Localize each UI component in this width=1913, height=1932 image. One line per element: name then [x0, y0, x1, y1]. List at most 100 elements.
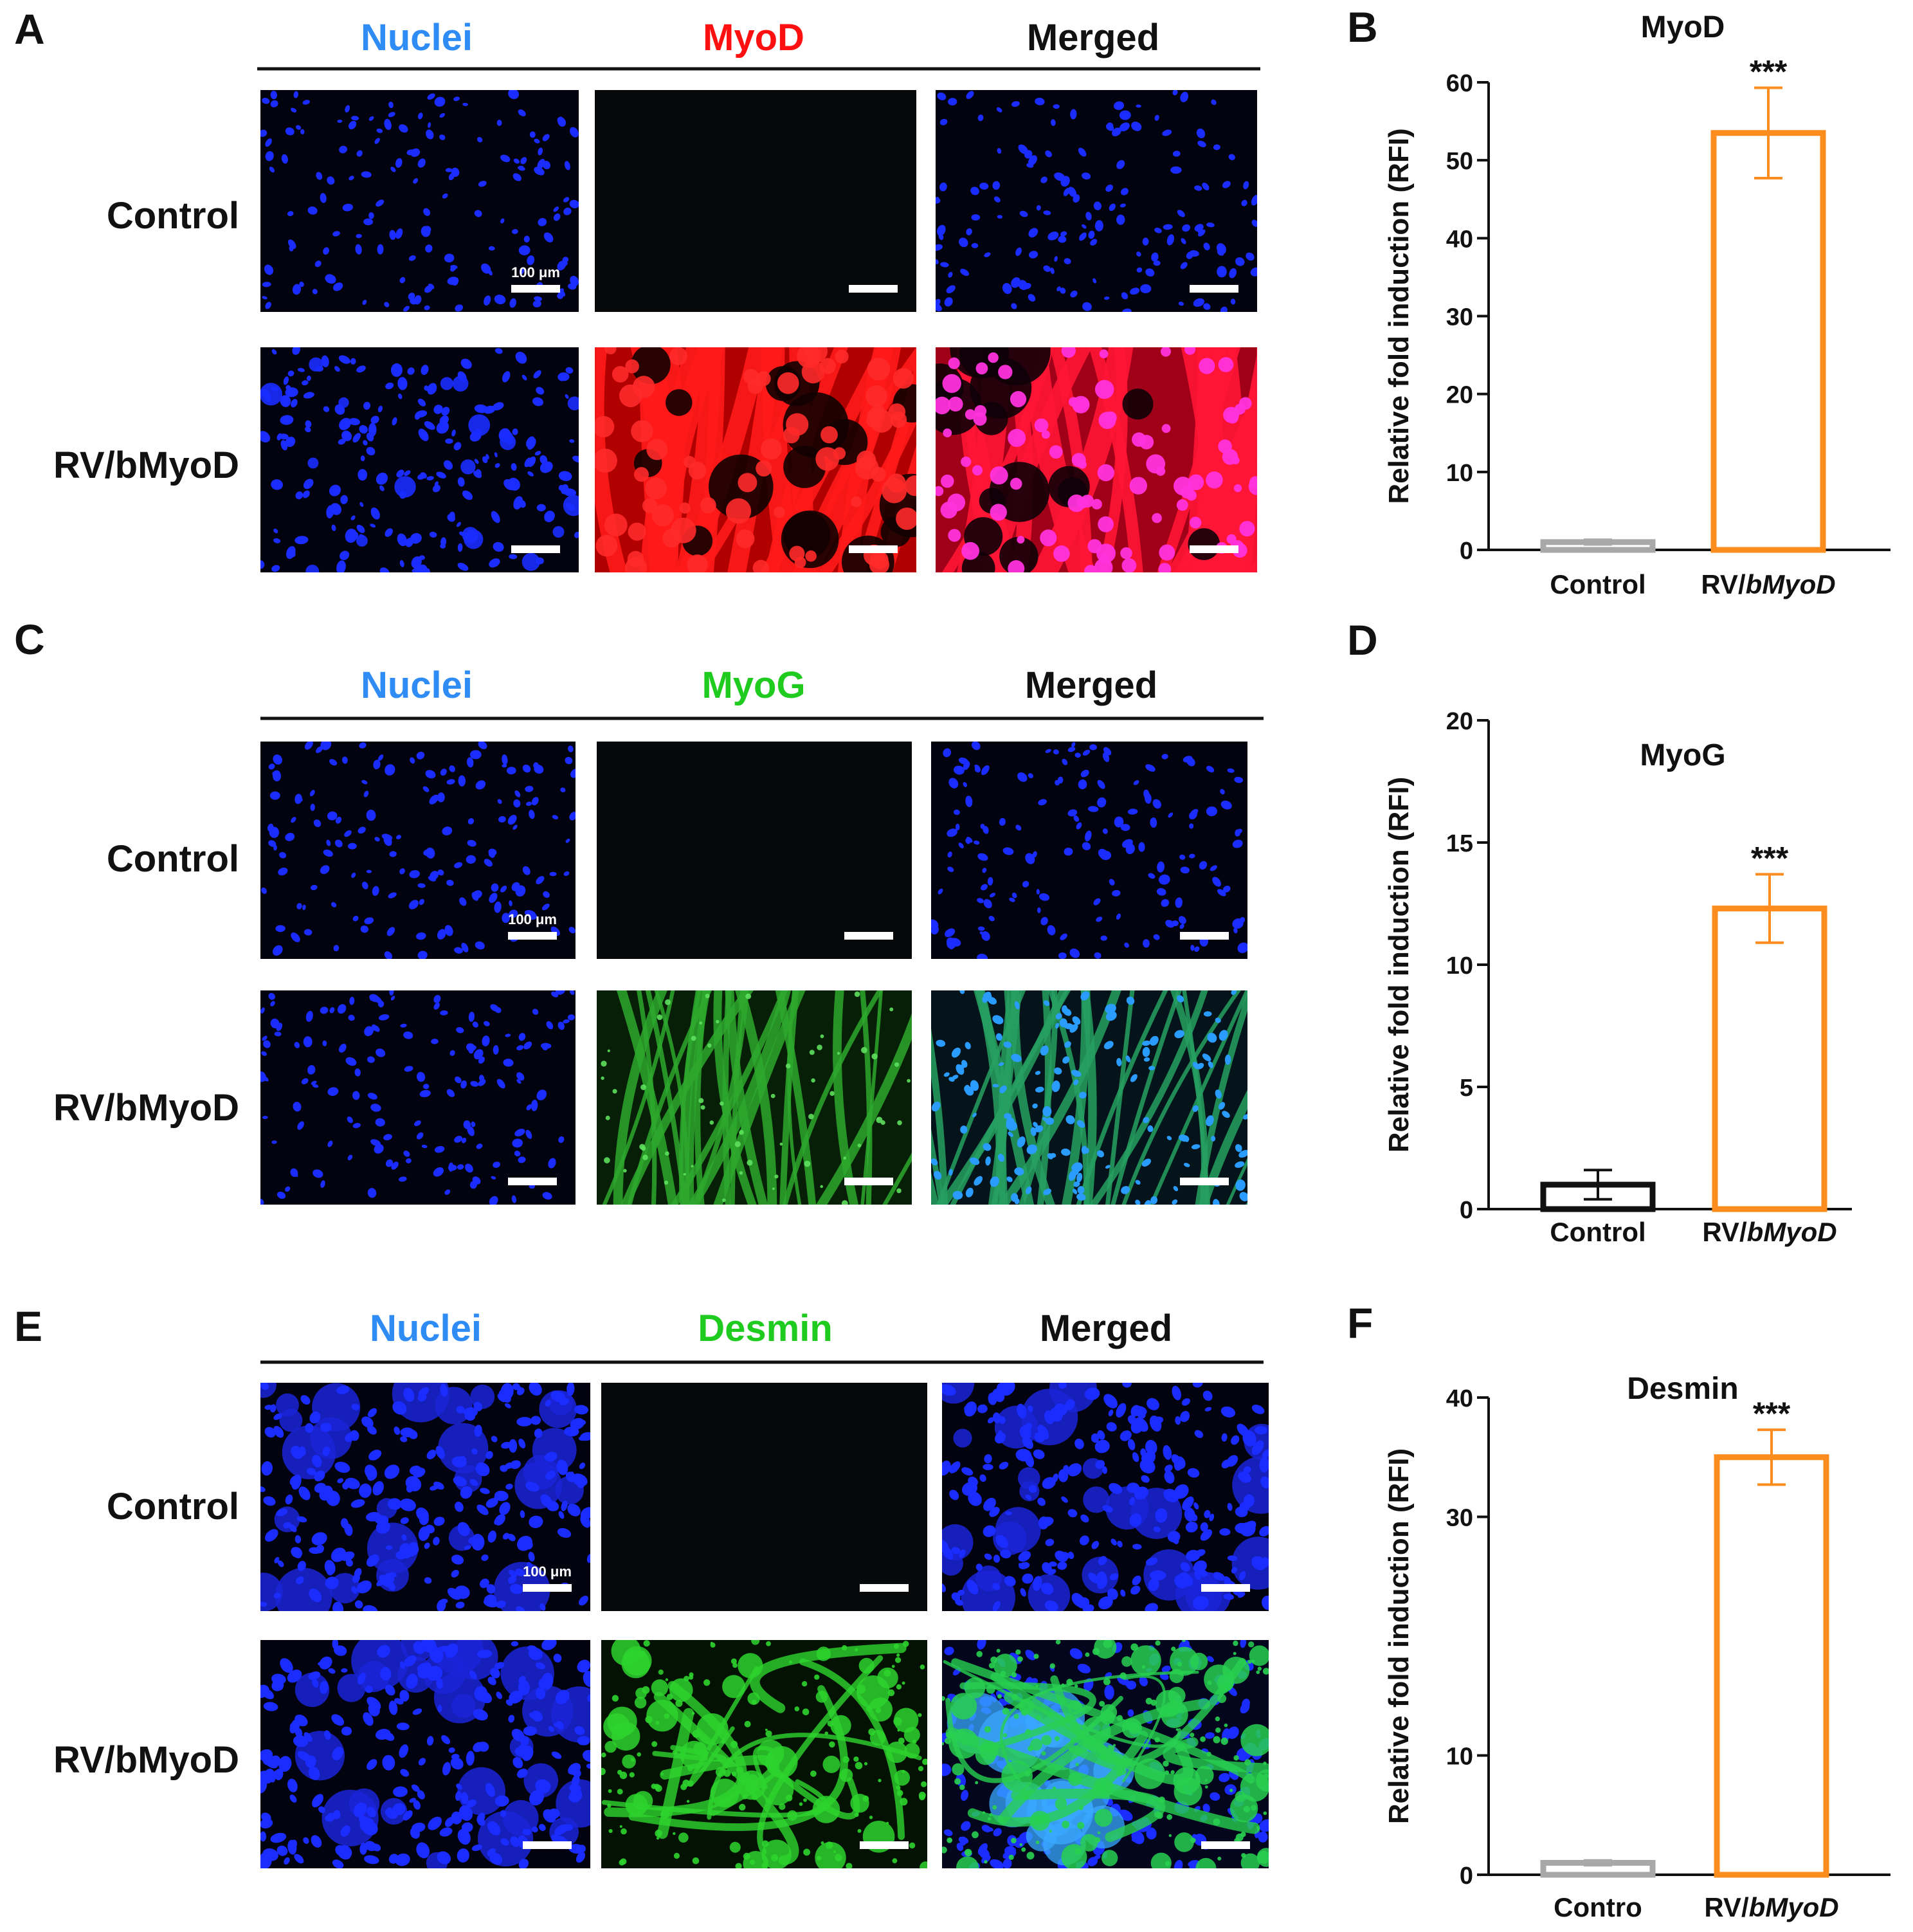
scale-bar-label: 100 μm	[508, 911, 557, 927]
panel-letter: F	[1347, 1299, 1373, 1347]
column-header: Nuclei	[361, 17, 473, 59]
micrograph-nuclei-control	[260, 1383, 590, 1611]
x-tick-label: RV/bMyoD	[1704, 1892, 1838, 1922]
x-tick-label: RV/bMyoD	[1702, 1217, 1836, 1247]
scale-bar	[508, 932, 557, 940]
scale-bar	[1190, 285, 1238, 293]
chart-title: Desmin	[1627, 1372, 1738, 1406]
micrograph-merged-treated	[936, 347, 1257, 572]
scale-bar	[511, 545, 560, 553]
micrograph-nuclei-treated	[260, 347, 579, 572]
y-tick-label: 10	[1446, 952, 1473, 980]
y-tick-label: 0	[1460, 538, 1473, 565]
x-tick-label: RV/bMyoD	[1701, 569, 1835, 599]
bar	[1714, 1454, 1829, 1878]
column-header: Merged	[1025, 664, 1157, 706]
bar	[1710, 130, 1826, 553]
chart-d: D MyoG 0 5 10 15 20 Relative fold induction (RF…	[1347, 616, 1852, 1247]
scale-bar	[1201, 1584, 1250, 1592]
x-tick-label: Control	[1550, 569, 1646, 599]
scale-bar	[523, 1841, 572, 1849]
column-header: Merged	[1027, 17, 1159, 59]
y-axis-label: Relative fold induction (RFI)	[1383, 128, 1415, 504]
y-tick-label: 20	[1446, 382, 1473, 409]
panel-letter: E	[14, 1302, 42, 1350]
row-label: Control	[107, 195, 239, 237]
micrograph-nuclei-treated	[260, 1640, 590, 1868]
row-label: RV/bMyoD	[53, 1087, 239, 1129]
y-tick-label: 50	[1446, 148, 1473, 175]
scale-bar	[844, 1178, 893, 1185]
y-tick-label: 10	[1446, 1744, 1473, 1771]
panel-letter: D	[1347, 616, 1378, 664]
micrograph-myog-treated	[597, 990, 912, 1205]
x-tick-label: Contro	[1554, 1892, 1642, 1922]
y-tick-label: 0	[1460, 1863, 1473, 1890]
row-label: RV/bMyoD	[53, 1739, 239, 1781]
y-tick-label: 40	[1446, 226, 1473, 253]
micrograph-merged-treated	[931, 990, 1247, 1205]
scale-bar	[1180, 932, 1229, 940]
scale-bar	[523, 1584, 572, 1592]
micrograph-myod-control	[595, 90, 916, 312]
significance-marker: ***	[1750, 53, 1788, 89]
y-tick-label: 5	[1460, 1075, 1473, 1102]
row-label: RV/bMyoD	[53, 444, 239, 486]
chart-title: MyoG	[1640, 738, 1725, 772]
micrograph-desmin-treated	[601, 1640, 927, 1868]
micrograph-myog-control	[597, 742, 912, 959]
y-tick-label: 15	[1446, 830, 1473, 857]
column-header: MyoD	[703, 17, 804, 59]
scale-bar	[860, 1841, 909, 1849]
micrograph-desmin-control	[601, 1383, 927, 1611]
column-header: Nuclei	[361, 664, 473, 706]
column-header: Nuclei	[370, 1308, 482, 1349]
row-label: Control	[107, 1486, 239, 1527]
y-tick-label: 40	[1446, 1385, 1473, 1412]
scale-bar-label: 100 μm	[523, 1563, 572, 1580]
scale-bar	[511, 285, 560, 293]
y-axis-label: Relative fold induction (RFI)	[1383, 777, 1415, 1153]
chart-title: MyoD	[1641, 10, 1725, 44]
micrograph-merged-treated	[942, 1640, 1269, 1868]
scale-bar	[1201, 1841, 1250, 1849]
significance-marker: ***	[1753, 1396, 1791, 1432]
scale-bar-label: 100 μm	[511, 264, 560, 280]
column-header: MyoG	[702, 664, 805, 706]
micrograph-myod-treated	[595, 347, 916, 572]
row-label: Control	[107, 838, 239, 880]
scale-bar	[1180, 1178, 1229, 1185]
panel-e: E Nuclei Desmin Merged Control 100 μm RV/bMyoD	[14, 1302, 1269, 1868]
scale-bar	[849, 285, 898, 293]
column-header: Merged	[1040, 1308, 1172, 1349]
micrograph-merged-control	[942, 1383, 1269, 1611]
chart-f: F Desmin 0 10 30 40 Relative fold induction (R…	[1347, 1299, 1890, 1922]
y-tick-label: 30	[1446, 304, 1473, 331]
micrograph-nuclei-control	[260, 742, 576, 959]
y-tick-label: 60	[1446, 70, 1473, 97]
micrograph-merged-control	[936, 90, 1257, 312]
column-header: Desmin	[698, 1308, 833, 1349]
panel-letter: A	[14, 5, 45, 53]
significance-marker: ***	[1751, 840, 1789, 876]
y-tick-label: 20	[1446, 708, 1473, 735]
panel-letter: C	[14, 615, 45, 663]
micrograph-merged-control	[931, 742, 1247, 959]
micrograph-nuclei-control	[260, 90, 579, 312]
y-tick-label: 10	[1446, 460, 1473, 487]
y-tick-label: 0	[1460, 1197, 1473, 1224]
y-axis-label: Relative fold induction (RFI)	[1383, 1448, 1415, 1824]
x-tick-label: Control	[1550, 1217, 1646, 1247]
scale-bar	[860, 1584, 909, 1592]
scale-bar	[508, 1178, 557, 1185]
panel-a: A Nuclei MyoD Merged Control 100 μm RV/bMyoD	[14, 5, 1260, 572]
panel-letter: B	[1347, 3, 1378, 51]
micrograph-nuclei-treated	[260, 990, 576, 1205]
chart-b: B MyoD 0 10 20 30 40 50 60 Relative fold inductio…	[1347, 3, 1890, 599]
y-tick-label: 30	[1446, 1505, 1473, 1532]
panel-c: C Nuclei MyoG Merged Control 100 μm RV/bMyoD	[14, 615, 1264, 1205]
scale-bar	[849, 545, 898, 553]
scale-bar	[1190, 545, 1238, 553]
scale-bar	[844, 932, 893, 940]
